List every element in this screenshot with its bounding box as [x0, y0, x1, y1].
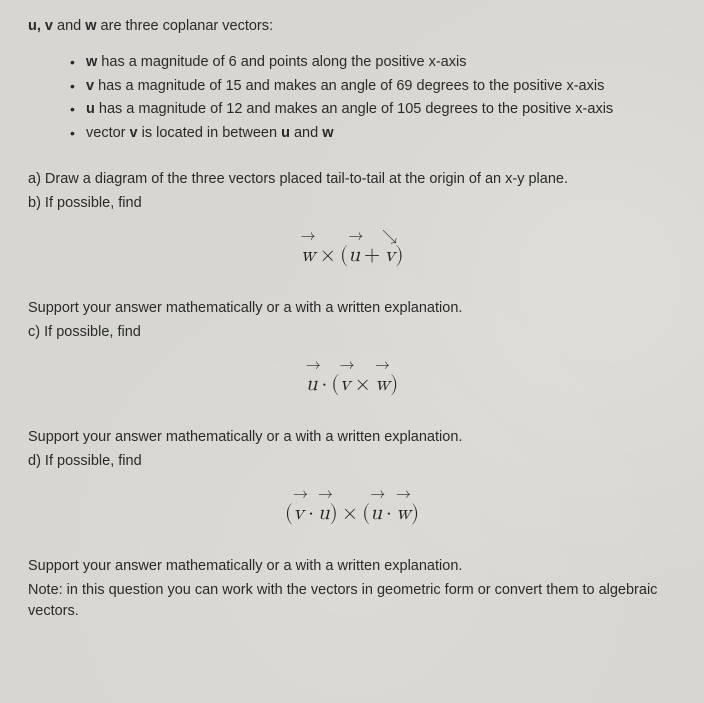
intro-bold: u, v: [28, 18, 53, 34]
intro-text: u, v and w are three coplanar vectors:: [28, 16, 676, 38]
list-item: u has a magnitude of 12 and makes an ang…: [70, 99, 676, 121]
part-b: b) If possible, find: [28, 193, 676, 215]
bullet-list: w has a magnitude of 6 and points along …: [70, 52, 676, 145]
part-d: d) If possible, find: [28, 451, 676, 473]
list-item: vector v is located in between u and w: [70, 123, 676, 145]
note-text: Note: in this question you can work with…: [28, 580, 676, 624]
formula-b: w→×(u→+v↘): [28, 240, 676, 272]
part-a: a) Draw a diagram of the three vectors p…: [28, 169, 676, 191]
intro-rest: are three coplanar vectors:: [101, 18, 273, 34]
support-text-c: Support your answer mathematically or a …: [28, 427, 676, 449]
part-c: c) If possible, find: [28, 322, 676, 344]
formula-c: u→·(v→×w→): [28, 369, 676, 401]
formula-d: (v→·u→)×(u→·w→): [28, 498, 676, 530]
list-item: w has a magnitude of 6 and points along …: [70, 52, 676, 74]
support-text-d: Support your answer mathematically or a …: [28, 556, 676, 578]
list-item: v has a magnitude of 15 and makes an ang…: [70, 76, 676, 98]
intro-bold-w: w: [85, 18, 96, 34]
support-text-b: Support your answer mathematically or a …: [28, 298, 676, 320]
